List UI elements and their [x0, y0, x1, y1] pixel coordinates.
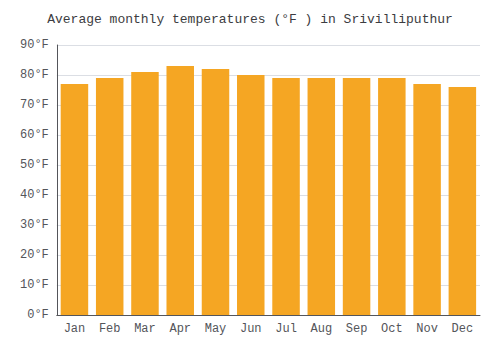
svg-text:Nov: Nov — [416, 322, 438, 336]
svg-text:Jun: Jun — [240, 322, 262, 336]
svg-text:20°F: 20°F — [20, 248, 49, 262]
svg-text:40°F: 40°F — [20, 188, 49, 202]
svg-text:60°F: 60°F — [20, 128, 49, 142]
svg-text:Aug: Aug — [310, 322, 332, 336]
svg-text:Dec: Dec — [452, 322, 474, 336]
svg-text:10°F: 10°F — [20, 278, 49, 292]
svg-text:Sep: Sep — [346, 322, 368, 336]
svg-text:Mar: Mar — [134, 322, 156, 336]
svg-text:Jul: Jul — [275, 322, 297, 336]
svg-text:Jan: Jan — [64, 322, 86, 336]
svg-text:90°F: 90°F — [20, 38, 49, 52]
svg-text:0°F: 0°F — [27, 308, 49, 322]
svg-text:30°F: 30°F — [20, 218, 49, 232]
svg-text:80°F: 80°F — [20, 68, 49, 82]
svg-text:Average monthly temperatures (: Average monthly temperatures (°F ) in Sr… — [47, 12, 453, 27]
svg-text:50°F: 50°F — [20, 158, 49, 172]
svg-text:Feb: Feb — [99, 322, 121, 336]
svg-text:Apr: Apr — [169, 322, 191, 336]
svg-text:70°F: 70°F — [20, 98, 49, 112]
svg-text:Oct: Oct — [381, 322, 403, 336]
svg-text:May: May — [205, 322, 227, 336]
